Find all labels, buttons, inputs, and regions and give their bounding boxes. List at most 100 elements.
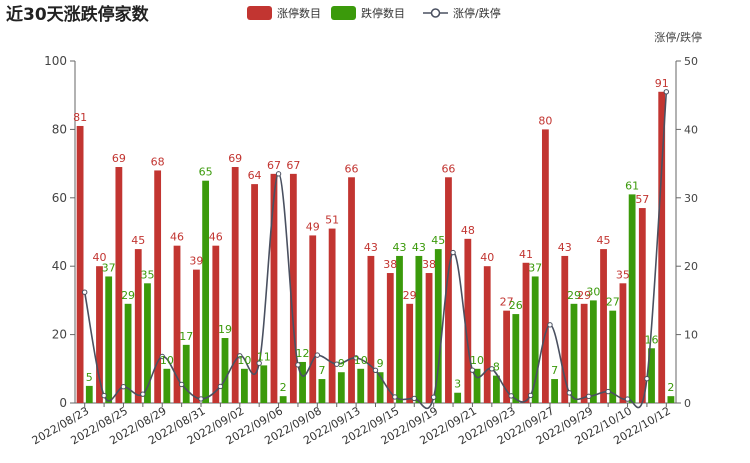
data-label-up: 39 — [189, 255, 203, 268]
bar-down — [357, 368, 365, 403]
legend-marker-ratio — [430, 8, 441, 18]
bar-down — [589, 300, 597, 403]
data-label-up: 38 — [422, 258, 436, 271]
ratio-point — [159, 353, 165, 360]
data-label-up: 66 — [345, 162, 359, 175]
data-label-down: 16 — [645, 333, 659, 346]
data-label-down: 26 — [509, 299, 523, 312]
data-label-up: 57 — [635, 193, 649, 206]
bar-up — [367, 255, 375, 403]
bar-up — [309, 235, 317, 403]
left-tick-label: 80 — [52, 122, 67, 136]
bar-down — [493, 375, 500, 403]
ratio-point — [527, 392, 534, 399]
ratio-point — [334, 361, 340, 367]
bar-up — [483, 266, 491, 403]
ratio-point — [624, 396, 631, 402]
data-label-down: 17 — [179, 330, 193, 343]
data-label-up: 41 — [519, 248, 533, 261]
data-label-up: 29 — [577, 289, 591, 302]
right-tick-label: 30 — [684, 192, 698, 205]
data-labels: 8154037692945356810461739654619691064116… — [73, 77, 674, 394]
bar-down — [551, 379, 558, 403]
ratio-point — [469, 367, 476, 373]
data-label-down: 12 — [296, 347, 310, 360]
bar-down — [648, 348, 655, 403]
ratio-point — [314, 352, 321, 358]
right-tick-label: 20 — [684, 260, 698, 273]
data-label-down: 61 — [625, 179, 639, 192]
bar-down — [415, 255, 423, 403]
ratio-point — [353, 355, 359, 361]
right-tick-label: 10 — [684, 329, 698, 342]
bar-up — [619, 283, 627, 403]
bar-down — [202, 180, 210, 403]
legend-swatch-down — [331, 6, 356, 20]
bar-down — [182, 344, 190, 403]
data-label-up: 46 — [170, 231, 184, 244]
data-label-down: 37 — [528, 261, 542, 274]
bar-up — [541, 129, 549, 403]
bar-up — [134, 249, 142, 403]
ratio-point — [140, 391, 146, 397]
ratio-point — [275, 171, 282, 177]
bar-up — [193, 269, 200, 403]
bar-up — [658, 91, 666, 403]
bar-down — [337, 372, 345, 403]
data-label-down: 19 — [218, 323, 232, 336]
ratio-point — [450, 249, 456, 256]
ratio-point — [586, 393, 592, 400]
data-label-up: 38 — [383, 258, 397, 271]
legend-swatch-up — [247, 6, 272, 20]
ratio-point — [198, 396, 204, 402]
data-label-up: 51 — [325, 214, 339, 227]
ratio-point — [644, 375, 650, 382]
bar-down — [124, 303, 132, 403]
legend-label-up: 涨停数目 — [277, 6, 321, 20]
data-label-up: 80 — [538, 114, 552, 127]
bar-down — [105, 276, 113, 403]
bar-up — [289, 173, 297, 403]
ratio-point — [81, 289, 88, 295]
data-label-up: 91 — [655, 77, 669, 90]
bar-down — [570, 303, 578, 403]
bar-up — [580, 303, 588, 403]
legend-item-ratio[interactable]: 涨停/跌停 — [423, 6, 501, 20]
data-label-up: 40 — [480, 251, 494, 264]
ratio-point — [489, 366, 495, 372]
legend-item-down[interactable]: 跌停数目 — [331, 6, 405, 20]
data-label-down: 45 — [431, 234, 445, 247]
data-label-down: 11 — [257, 350, 271, 363]
bar-down — [279, 396, 287, 403]
bar-up — [231, 167, 239, 403]
bar-down — [434, 249, 442, 403]
data-label-down: 35 — [140, 268, 154, 281]
left-tick-label: 100 — [44, 54, 67, 68]
bar-down — [163, 368, 171, 403]
data-label-down: 27 — [606, 296, 620, 309]
ratio-point — [178, 381, 185, 388]
ratio-line — [81, 89, 670, 410]
data-label-down: 10 — [237, 354, 251, 367]
left-tick-label: 20 — [52, 328, 67, 342]
chart-title: 近30天涨跌停家数 — [6, 4, 150, 25]
bar-down — [473, 368, 481, 403]
data-label-down: 2 — [667, 381, 674, 394]
ratio-point — [430, 394, 437, 400]
ratio-point — [120, 384, 127, 390]
right-tick-label: 40 — [684, 123, 698, 136]
data-label-up: 43 — [364, 241, 378, 254]
bar-down — [144, 283, 151, 403]
data-label-down: 37 — [102, 261, 116, 274]
legend-item-up[interactable]: 涨停数目 — [247, 6, 321, 20]
bar-up — [115, 167, 123, 403]
right-tick-label: 50 — [684, 55, 698, 68]
bar-down — [260, 365, 268, 403]
ratio-point — [411, 395, 417, 402]
data-label-down: 8 — [493, 361, 500, 374]
data-label-down: 30 — [586, 285, 600, 298]
data-label-up: 67 — [267, 159, 281, 172]
bar-up — [348, 177, 355, 403]
data-label-down: 29 — [121, 289, 135, 302]
